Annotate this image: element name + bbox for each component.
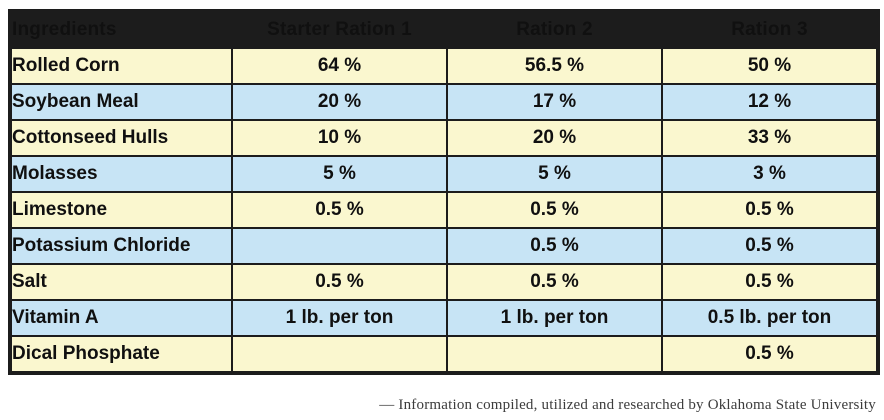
column-header-ingredients: Ingredients	[9, 10, 233, 49]
table-row-soybean-meal: Soybean Meal 20 % 17 % 12 %	[9, 83, 879, 121]
feed-rations-table: Ingredients Starter Ration 1 Ration 2 Ra…	[8, 9, 880, 375]
header-row: Ingredients Starter Ration 1 Ration 2 Ra…	[9, 10, 879, 49]
value-cell: 1 lb. per ton	[231, 299, 448, 337]
value-cell: 0.5 %	[446, 227, 663, 265]
table-row-vitamin-a: Vitamin A 1 lb. per ton 1 lb. per ton 0.…	[9, 299, 879, 337]
table-row-rolled-corn: Rolled Corn 64 % 56.5 % 50 %	[9, 47, 879, 85]
value-cell: 17 %	[446, 83, 663, 121]
value-cell: 5 %	[231, 155, 448, 193]
ingredient-cell: Molasses	[9, 155, 233, 193]
value-cell: 20 %	[446, 119, 663, 157]
value-cell: 12 %	[661, 83, 879, 121]
value-cell: 56.5 %	[446, 47, 663, 85]
value-cell: 3 %	[661, 155, 879, 193]
ingredient-cell: Cottonseed Hulls	[9, 119, 233, 157]
value-cell: 64 %	[231, 47, 448, 85]
value-cell	[446, 335, 663, 374]
column-header-ration-2: Ration 2	[446, 10, 663, 49]
rations-table-container: Ingredients Starter Ration 1 Ration 2 Ra…	[8, 9, 880, 375]
value-cell: 0.5 %	[661, 263, 879, 301]
table-row-dical-phosphate: Dical Phosphate 0.5 %	[9, 335, 879, 374]
ingredient-cell: Salt	[9, 263, 233, 301]
value-cell: 50 %	[661, 47, 879, 85]
ingredient-cell: Vitamin A	[9, 299, 233, 337]
value-cell: 0.5 %	[661, 191, 879, 229]
table-row-molasses: Molasses 5 % 5 % 3 %	[9, 155, 879, 193]
value-cell: 0.5 %	[446, 263, 663, 301]
table-row-potassium-chloride: Potassium Chloride 0.5 % 0.5 %	[9, 227, 879, 265]
value-cell: 20 %	[231, 83, 448, 121]
value-cell: 33 %	[661, 119, 879, 157]
ingredient-cell: Potassium Chloride	[9, 227, 233, 265]
value-cell: 1 lb. per ton	[446, 299, 663, 337]
value-cell: 10 %	[231, 119, 448, 157]
table-row-salt: Salt 0.5 % 0.5 % 0.5 %	[9, 263, 879, 301]
value-cell: 0.5 %	[231, 263, 448, 301]
value-cell: 0.5 %	[661, 227, 879, 265]
table-row-limestone: Limestone 0.5 % 0.5 % 0.5 %	[9, 191, 879, 229]
ingredient-cell: Dical Phosphate	[9, 335, 233, 374]
value-cell: 0.5 %	[661, 335, 879, 374]
credit-line: — Information compiled, utilized and res…	[379, 397, 876, 413]
ingredient-cell: Limestone	[9, 191, 233, 229]
value-cell	[231, 335, 448, 374]
column-header-starter-ration-1: Starter Ration 1	[231, 10, 448, 49]
column-header-ration-3: Ration 3	[661, 10, 879, 49]
value-cell: 0.5 lb. per ton	[661, 299, 879, 337]
ingredient-cell: Rolled Corn	[9, 47, 233, 85]
ingredient-cell: Soybean Meal	[9, 83, 233, 121]
table-row-cottonseed-hulls: Cottonseed Hulls 10 % 20 % 33 %	[9, 119, 879, 157]
value-cell	[231, 227, 448, 265]
value-cell: 0.5 %	[446, 191, 663, 229]
value-cell: 5 %	[446, 155, 663, 193]
value-cell: 0.5 %	[231, 191, 448, 229]
